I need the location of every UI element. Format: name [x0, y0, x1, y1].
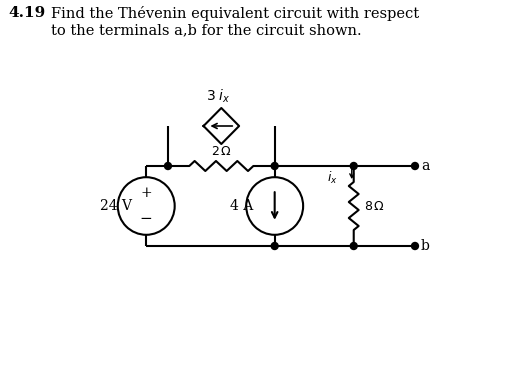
Text: 24 V: 24 V: [100, 199, 132, 213]
Text: $2\,\Omega$: $2\,\Omega$: [211, 145, 232, 158]
Text: 4.19: 4.19: [8, 6, 45, 20]
Circle shape: [271, 162, 278, 169]
Text: b: b: [421, 239, 430, 253]
Circle shape: [165, 162, 171, 169]
Circle shape: [412, 243, 418, 250]
Text: +: +: [141, 186, 152, 200]
Text: $i_x$: $i_x$: [327, 170, 338, 186]
Text: $3\;i_x$: $3\;i_x$: [206, 88, 230, 105]
Circle shape: [412, 162, 418, 169]
Text: $8\,\Omega$: $8\,\Omega$: [364, 200, 385, 212]
Text: −: −: [140, 212, 153, 226]
Circle shape: [350, 162, 357, 169]
Circle shape: [271, 243, 278, 250]
Text: a: a: [421, 159, 429, 173]
Circle shape: [350, 243, 357, 250]
Text: Find the Thévenin equivalent circuit with respect
to the terminals a,b for the c: Find the Thévenin equivalent circuit wit…: [51, 6, 419, 37]
Text: 4 A: 4 A: [230, 199, 253, 213]
